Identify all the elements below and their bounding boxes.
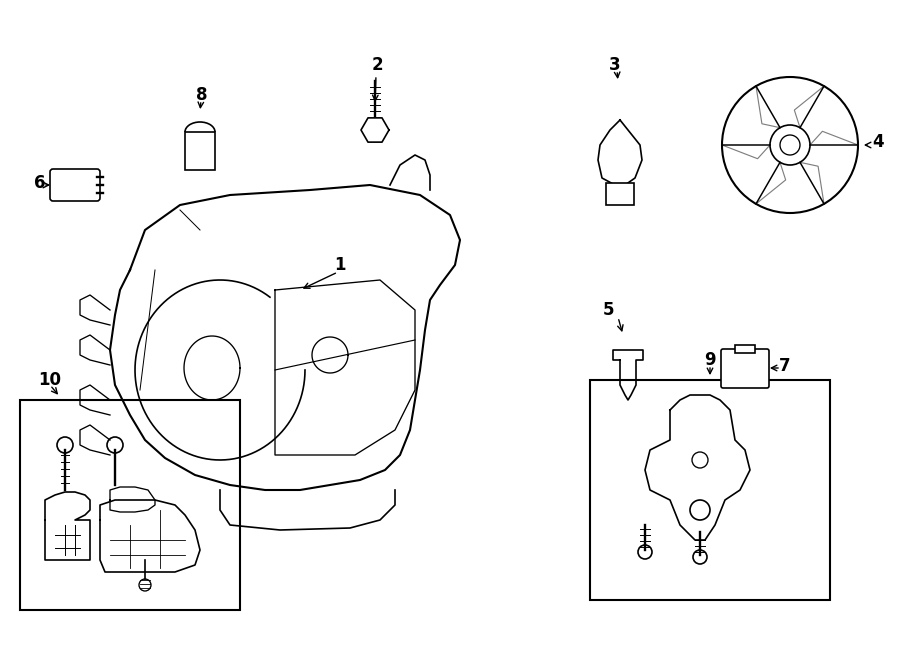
Bar — [20, 400, 240, 610]
Text: 2: 2 — [371, 56, 382, 74]
Bar — [735, 345, 755, 353]
Bar — [606, 183, 634, 205]
Text: 10: 10 — [39, 371, 61, 389]
Text: 3: 3 — [609, 56, 621, 74]
Bar — [185, 132, 215, 170]
FancyBboxPatch shape — [721, 349, 769, 388]
Text: 9: 9 — [704, 351, 716, 369]
Bar — [590, 380, 830, 600]
Text: 4: 4 — [872, 133, 884, 151]
FancyBboxPatch shape — [50, 169, 100, 201]
Text: 1: 1 — [334, 256, 346, 274]
Text: 6: 6 — [34, 174, 46, 192]
Text: 7: 7 — [779, 357, 791, 375]
Text: 5: 5 — [602, 301, 614, 319]
Text: 8: 8 — [196, 86, 208, 104]
